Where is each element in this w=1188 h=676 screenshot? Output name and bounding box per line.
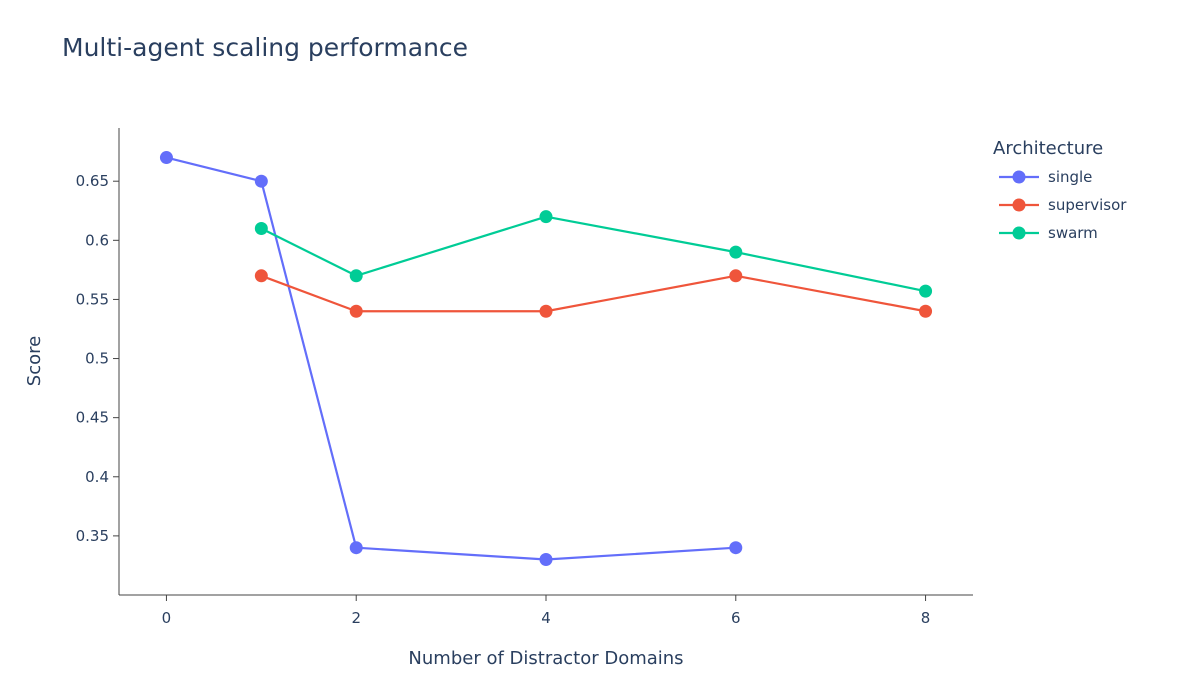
- x-axis-title: Number of Distractor Domains: [408, 648, 683, 669]
- legend-item-single[interactable]: single: [999, 168, 1092, 186]
- data-point-supervisor[interactable]: [919, 304, 933, 318]
- series-supervisor: [254, 269, 933, 318]
- y-tick-label: 0.65: [76, 172, 109, 190]
- data-point-swarm[interactable]: [729, 245, 743, 259]
- data-point-single[interactable]: [539, 553, 553, 567]
- data-point-supervisor[interactable]: [349, 304, 363, 318]
- series-single: [159, 151, 743, 567]
- data-point-single[interactable]: [729, 541, 743, 555]
- legend-marker-swarm: [1012, 226, 1026, 240]
- data-point-supervisor[interactable]: [539, 304, 553, 318]
- x-tick-label: 8: [921, 609, 931, 627]
- legend-label-swarm: swarm: [1048, 224, 1098, 242]
- x-tick-label: 4: [541, 609, 551, 627]
- x-tick-label: 0: [162, 609, 172, 627]
- legend[interactable]: Architecture single supervisor swarm: [993, 138, 1127, 242]
- data-point-swarm[interactable]: [349, 269, 363, 283]
- x-ticks: 0 2 4 6 8: [162, 595, 931, 627]
- data-point-single[interactable]: [159, 151, 173, 165]
- data-point-single[interactable]: [349, 541, 363, 555]
- legend-label-single: single: [1048, 168, 1092, 186]
- series-layer: [159, 151, 933, 567]
- data-point-supervisor[interactable]: [729, 269, 743, 283]
- data-point-swarm[interactable]: [254, 221, 268, 235]
- y-axis-title: Score: [24, 336, 45, 386]
- x-tick-label: 2: [351, 609, 361, 627]
- legend-item-swarm[interactable]: swarm: [999, 224, 1098, 242]
- data-point-single[interactable]: [254, 174, 268, 188]
- data-point-swarm[interactable]: [539, 210, 553, 224]
- data-point-swarm[interactable]: [919, 284, 933, 298]
- x-tick-label: 6: [731, 609, 741, 627]
- data-point-supervisor[interactable]: [254, 269, 268, 283]
- legend-marker-supervisor: [1012, 198, 1026, 212]
- y-ticks: 0.35 0.4 0.45 0.5 0.55 0.6 0.65: [76, 172, 119, 545]
- legend-marker-single: [1012, 170, 1026, 184]
- y-tick-label: 0.55: [76, 290, 109, 308]
- y-tick-label: 0.45: [76, 409, 109, 427]
- series-line-single: [166, 156, 736, 561]
- axes: [118, 128, 973, 596]
- y-tick-label: 0.35: [76, 527, 109, 545]
- series-line-supervisor: [260, 274, 926, 313]
- y-tick-label: 0.5: [85, 350, 109, 368]
- legend-title: Architecture: [993, 138, 1103, 159]
- series-swarm: [254, 210, 933, 298]
- chart-title: Multi-agent scaling performance: [62, 33, 468, 62]
- legend-item-supervisor[interactable]: supervisor: [999, 196, 1127, 214]
- legend-label-supervisor: supervisor: [1048, 196, 1127, 214]
- y-tick-label: 0.6: [85, 231, 109, 249]
- y-tick-label: 0.4: [85, 468, 109, 486]
